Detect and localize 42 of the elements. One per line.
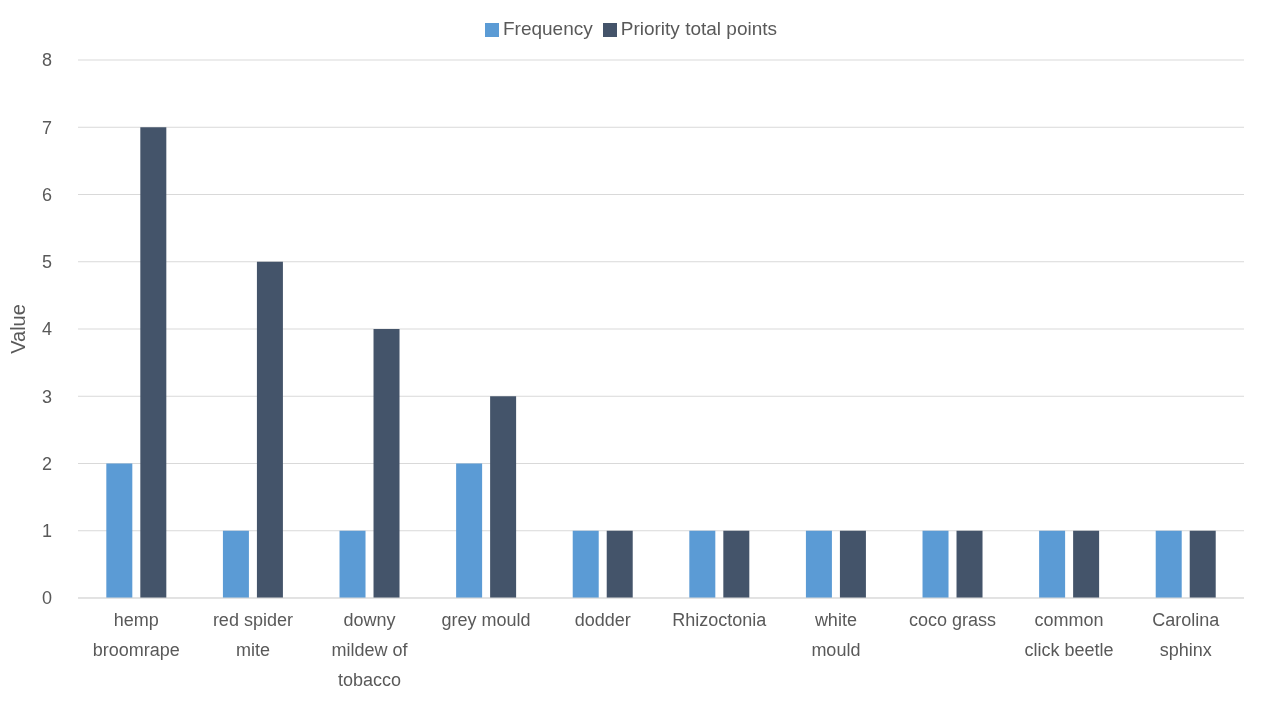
- bar: [1039, 530, 1066, 598]
- bar: [456, 463, 483, 598]
- bar: [689, 530, 716, 598]
- y-tick-label: 6: [41, 184, 52, 205]
- x-tick-label: hemp broomrape: [92, 610, 180, 660]
- y-tick-label: 8: [41, 50, 52, 71]
- bar: [339, 530, 366, 598]
- bar: [572, 530, 599, 598]
- y-tick-label: 5: [41, 252, 52, 273]
- bar: [723, 530, 750, 598]
- y-tick-label: 2: [41, 453, 52, 474]
- bar: [805, 530, 832, 598]
- x-tick-label: grey mould: [441, 610, 531, 630]
- bar: [1189, 530, 1216, 598]
- bar: [140, 127, 167, 598]
- x-tick-label: Rhizoctonia: [672, 610, 768, 630]
- legend-label: Priority total points: [620, 18, 778, 39]
- x-tick-label: red spider mite: [212, 610, 293, 660]
- bar: [1073, 530, 1100, 598]
- x-tick-label: common click beetle: [1024, 610, 1114, 660]
- x-tick-label: white mould: [811, 610, 861, 660]
- y-tick-label: 7: [41, 117, 52, 138]
- y-tick-label: 1: [41, 521, 52, 542]
- x-tick-label: dodder: [574, 610, 631, 630]
- legend-label: Frequency: [502, 18, 593, 39]
- bar: [1155, 530, 1182, 598]
- x-tick-label: Carolina sphinx: [1152, 610, 1221, 660]
- bar: [956, 530, 983, 598]
- bar: [606, 530, 633, 598]
- bar: [490, 396, 517, 598]
- y-tick-label: 0: [41, 588, 52, 609]
- y-tick-label: 4: [41, 319, 52, 340]
- bar: [256, 261, 283, 598]
- bar: [222, 530, 249, 598]
- x-tick-label: downy mildew of tobacco: [331, 610, 409, 690]
- bar: [839, 530, 866, 598]
- y-tick-label: 3: [41, 386, 52, 407]
- bar: [106, 463, 133, 598]
- y-axis-title: Value: [7, 304, 30, 354]
- bar: [922, 530, 949, 598]
- x-tick-label: coco grass: [908, 610, 997, 630]
- bar: [373, 329, 400, 598]
